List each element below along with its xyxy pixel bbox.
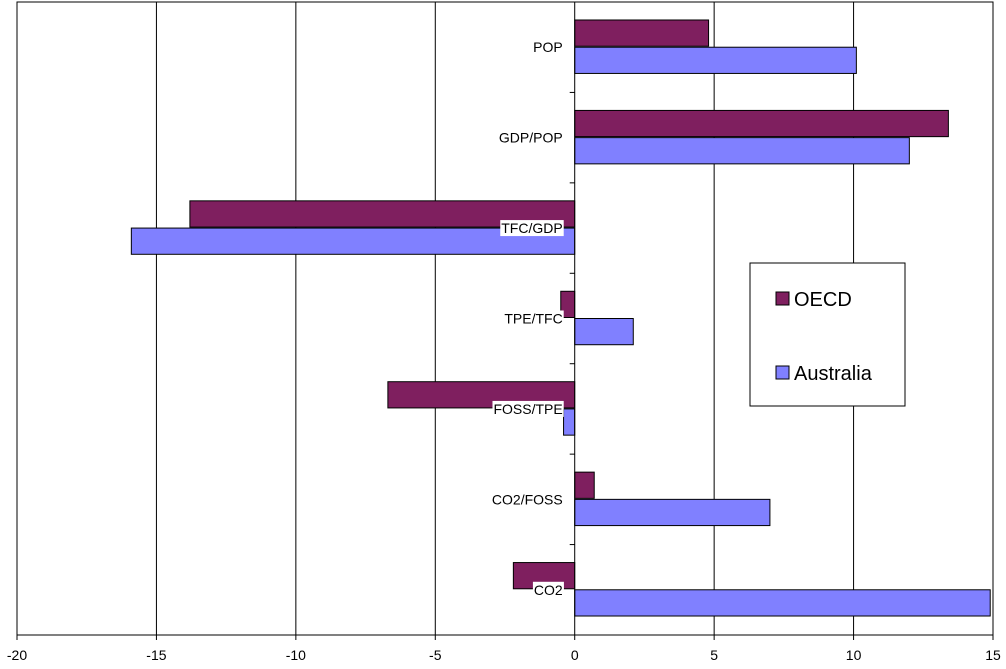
bar-australia [574,589,991,617]
category-label: CO2/FOSS [492,491,563,507]
category-labels: POP GDP/POP TFC/GDP TPE/TFC FOSS/TPE CO2/FOSS… [492,39,564,598]
legend-label-oecd: OECD [794,289,852,311]
bar-australia [574,498,771,527]
bar-australia [574,318,634,346]
category-label: TFC/GDP [501,220,562,236]
bar-oecd [574,471,595,499]
category-label: FOSS/TPE [493,401,562,417]
x-tick-label: -10 [286,647,306,663]
legend-swatch-australia [775,365,790,380]
bar-australia [563,408,576,436]
category-label-background [503,310,564,327]
legend-swatch-oecd [775,291,790,306]
category-label: POP [533,39,563,55]
category-label-background [532,581,564,598]
axes [16,1,994,640]
category-label-background [500,220,564,237]
x-tick-label: 10 [846,647,862,663]
legend-label-australia: Australia [794,363,873,385]
bar-oecd [574,19,710,47]
x-tick-label: 5 [710,647,718,663]
x-tick-label: 0 [571,647,579,663]
bars [130,19,991,617]
bar-oecd [574,109,949,138]
x-tick-label: 15 [985,647,1001,663]
x-tick-labels: -20 -15 -10 -5 0 5 10 15 [7,647,1001,663]
bar-australia [574,137,910,165]
bar-australia [574,46,857,74]
category-label: GDP/POP [499,130,563,146]
x-tick-label: -20 [7,647,27,663]
legend-box [749,262,906,407]
legend: OECD Australia [749,262,906,407]
x-tick-label: -15 [146,647,166,663]
x-tick-label: -5 [429,647,442,663]
category-label: CO2 [534,582,563,598]
category-label: TPE/TFC [504,311,562,327]
category-label-background [492,400,564,417]
